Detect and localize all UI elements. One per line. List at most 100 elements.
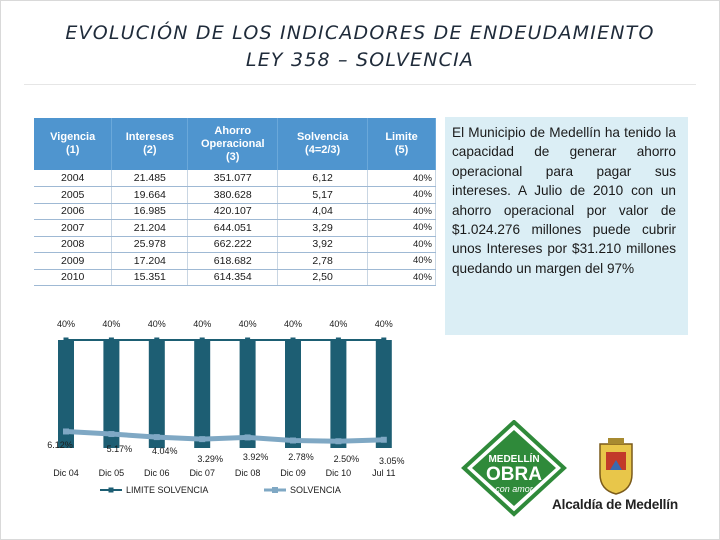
cell-limite: 40% xyxy=(367,236,436,253)
limit-bar xyxy=(239,340,256,448)
coat-of-arms-icon xyxy=(599,438,633,495)
cell-intereses: 15.351 xyxy=(111,269,189,286)
header-limite: Limite (5) xyxy=(367,118,436,170)
solvency-data-label: 5.17% xyxy=(107,444,133,454)
cell-limite: 40% xyxy=(367,170,436,187)
cell-vigencia: 2010 xyxy=(34,269,113,286)
limit-point xyxy=(154,337,160,343)
cell-limite: 40% xyxy=(367,252,436,270)
table-header-row: Vigencia (1) Intereses (2) Ahorro Operacio… xyxy=(34,118,436,170)
cell-limite: 40% xyxy=(367,186,436,204)
header-solvencia: Solvencia (4=2/3) xyxy=(277,118,369,170)
header-vigencia: Vigencia (1) xyxy=(34,118,113,170)
category-label: Dic 09 xyxy=(280,468,306,478)
cell-solvencia: 5,17 xyxy=(277,186,369,204)
cell-intereses: 21.485 xyxy=(111,170,189,187)
limit-data-label: 40% xyxy=(148,319,166,329)
limit-bar xyxy=(330,340,347,448)
limit-bar xyxy=(285,340,301,448)
cell-limite: 40% xyxy=(367,269,436,286)
cell-vigencia: 2009 xyxy=(34,252,113,270)
category-label: Dic 05 xyxy=(99,468,125,478)
solvency-chart: 40% 40% 40% 40% 40% 40% 40% 40% 6.12% 5.17% 4.04% 3… xyxy=(38,300,438,500)
solvency-data-label: 3.05% xyxy=(379,456,405,466)
category-label: Dic 06 xyxy=(144,468,170,478)
solvency-data-label: 3.92% xyxy=(243,452,269,462)
solvency-point xyxy=(63,428,69,435)
logo-badge-line3: con amor xyxy=(495,484,534,494)
cell-ahorro: 420.107 xyxy=(187,203,279,220)
solvency-point xyxy=(335,438,342,445)
limit-bar xyxy=(375,340,392,448)
header-ahorro: Ahorro Operacional (3) xyxy=(187,118,279,170)
cell-intereses: 19.664 xyxy=(111,186,189,204)
cell-limite: 40% xyxy=(367,203,436,220)
limit-point xyxy=(245,337,251,343)
title-line-1: EVOLUCIÓN DE LOS INDICADORES DE ENDEUDAM… xyxy=(65,22,655,44)
cell-ahorro: 618.682 xyxy=(187,252,279,270)
alcaldia-label: Alcaldía de Medellín xyxy=(552,497,678,512)
limit-data-label: 40% xyxy=(329,319,347,329)
limit-bar xyxy=(58,340,74,448)
limit-bar xyxy=(148,340,165,448)
solvency-point xyxy=(244,434,251,441)
solvency-data-label: 6.12% xyxy=(47,440,73,450)
category-label: Dic 08 xyxy=(235,468,261,478)
table-row: 2009 17.204 618.682 2,78 40% xyxy=(34,252,436,270)
indicators-table: Vigencia (1) Intereses (2) Ahorro Operacio… xyxy=(34,118,436,286)
cell-vigencia: 2007 xyxy=(34,219,113,237)
cell-solvencia: 3,29 xyxy=(277,219,369,237)
category-label: Dic 07 xyxy=(189,468,215,478)
limit-point xyxy=(290,337,296,343)
cell-limite: 40% xyxy=(367,219,436,237)
limit-point xyxy=(108,337,114,343)
limit-point xyxy=(63,337,69,343)
limit-bar xyxy=(103,340,120,448)
table-row: 2007 21.204 644.051 3,29 40% xyxy=(34,219,436,237)
solvency-point xyxy=(290,437,296,444)
cell-intereses: 16.985 xyxy=(111,203,189,220)
limit-point xyxy=(335,337,341,343)
cell-solvencia: 2,78 xyxy=(277,252,369,270)
limit-point xyxy=(199,337,205,343)
solvency-point xyxy=(153,434,160,441)
limit-data-label: 40% xyxy=(102,319,120,329)
category-label: Dic 10 xyxy=(326,468,352,478)
cell-vigencia: 2008 xyxy=(34,236,113,253)
header-intereses: Intereses (2) xyxy=(111,118,189,170)
solvency-series-line xyxy=(65,428,384,444)
table-row: 2004 21.485 351.077 6,12 40% xyxy=(34,170,436,187)
table-row: 2008 25.978 662.222 3,92 40% xyxy=(34,236,436,253)
table-row: 2006 16.985 420.107 4,04 40% xyxy=(34,203,436,220)
cell-solvencia: 4,04 xyxy=(277,203,369,220)
cell-vigencia: 2006 xyxy=(34,203,113,220)
title-divider xyxy=(24,84,696,85)
solvency-data-label: 2.78% xyxy=(288,452,314,462)
title-line-2: LEY 358 – SOLVENCIA xyxy=(245,49,475,71)
cell-ahorro: 662.222 xyxy=(187,236,279,253)
cell-intereses: 17.204 xyxy=(111,252,189,270)
logo-badge-line1: MEDELLÍN xyxy=(488,452,539,465)
limit-data-label: 40% xyxy=(375,319,393,329)
cell-solvencia: 3,92 xyxy=(277,236,369,253)
cell-intereses: 21.204 xyxy=(111,219,189,237)
limit-data-label: 40% xyxy=(57,319,75,329)
cell-solvencia: 6,12 xyxy=(277,170,369,187)
solvency-point xyxy=(199,436,206,443)
table-row: 2005 19.664 380.628 5,17 40% xyxy=(34,186,436,204)
cell-ahorro: 614.354 xyxy=(187,269,279,286)
legend-solvency-label: SOLVENCIA xyxy=(290,485,341,495)
limit-data-label: 40% xyxy=(284,319,302,329)
limit-point xyxy=(381,337,387,343)
cell-solvencia: 2,50 xyxy=(277,269,369,286)
slide-title: EVOLUCIÓN DE LOS INDICADORES DE ENDEUDAM… xyxy=(0,20,720,74)
chart-svg: 40% 40% 40% 40% 40% 40% 40% 40% 6.12% 5.17% 4.04% 3… xyxy=(47,319,405,495)
legend-solvency-marker xyxy=(272,487,278,493)
cell-intereses: 25.978 xyxy=(111,236,189,253)
cell-vigencia: 2005 xyxy=(34,186,113,204)
category-label: Jul 11 xyxy=(372,468,395,478)
solvency-point xyxy=(380,436,387,443)
solvency-data-label: 2.50% xyxy=(334,454,360,464)
limit-bar xyxy=(194,340,211,448)
medellin-obra-con-amor-logo: MEDELLÍN OBRA con amor xyxy=(461,420,567,517)
